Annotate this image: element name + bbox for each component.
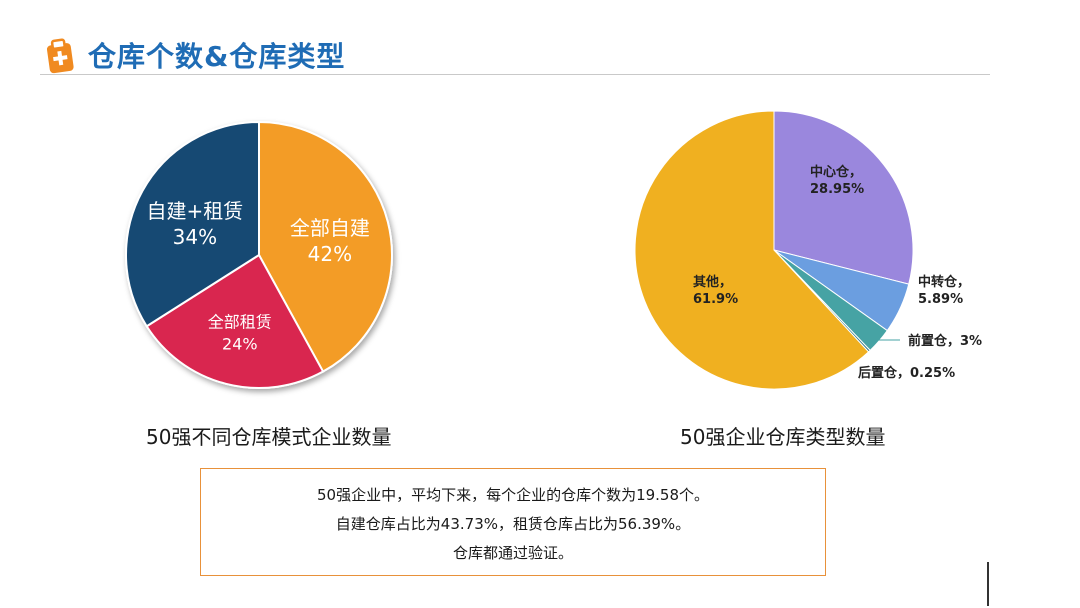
slide-edge-marker	[987, 562, 989, 606]
header: 仓库个数&仓库类型	[0, 0, 1080, 80]
summary-line-2: 自建仓库占比为43.73%，租赁仓库占比为56.39%。	[335, 515, 691, 533]
pie-value-mode-0: 42%	[308, 242, 352, 266]
pie-label-mode-0: 全部自建	[290, 216, 370, 240]
chart-title-warehouse-type: 50强企业仓库类型数量	[680, 425, 886, 449]
pie-label-mode-2: 自建+租赁	[147, 199, 244, 223]
pie-value-type-4: 61.9%	[693, 292, 738, 307]
chart-title-warehouse-mode: 50强不同仓库模式企业数量	[146, 425, 392, 449]
pie-label-type-0: 中心仓，	[810, 164, 862, 180]
pie-value-type-1: 5.89%	[918, 292, 963, 307]
pie-value-mode-1: 24%	[222, 335, 258, 354]
pie-slice-mode-2	[125, 120, 260, 328]
title-divider	[40, 74, 990, 75]
clipboard-icon	[46, 38, 74, 74]
pie-value-mode-2: 34%	[173, 225, 217, 249]
pie-label-type-2: 前置仓，3%	[908, 333, 982, 349]
pie-label-mode-1: 全部租赁	[208, 313, 272, 332]
pie-slice-type-4	[634, 110, 870, 390]
pie-value-type-0: 28.95%	[810, 182, 864, 197]
page-title: 仓库个数&仓库类型	[88, 40, 346, 73]
summary-line-1: 50强企业中，平均下来，每个企业的仓库个数为19.58个。	[316, 486, 710, 504]
pie-slice-mode-0	[258, 120, 393, 373]
summary-line-3: 仓库都通过验证。	[452, 544, 573, 562]
summary-box: 50强企业中，平均下来，每个企业的仓库个数为19.58个。 自建仓库占比为43.…	[200, 468, 826, 576]
pie-slice-mode-1	[145, 253, 325, 389]
chart-warehouse-type-pie: 中心仓， 28.95% 其他， 61.9% 中转仓， 5.89% 前置仓，3% 后置仓，0.2…	[634, 110, 982, 390]
pie-slice-type-0	[773, 110, 914, 285]
pie-label-type-4: 其他，	[693, 274, 732, 290]
pie-label-type-1: 中转仓，	[918, 274, 970, 290]
pie-label-type-3: 后置仓，0.25%	[858, 365, 955, 381]
